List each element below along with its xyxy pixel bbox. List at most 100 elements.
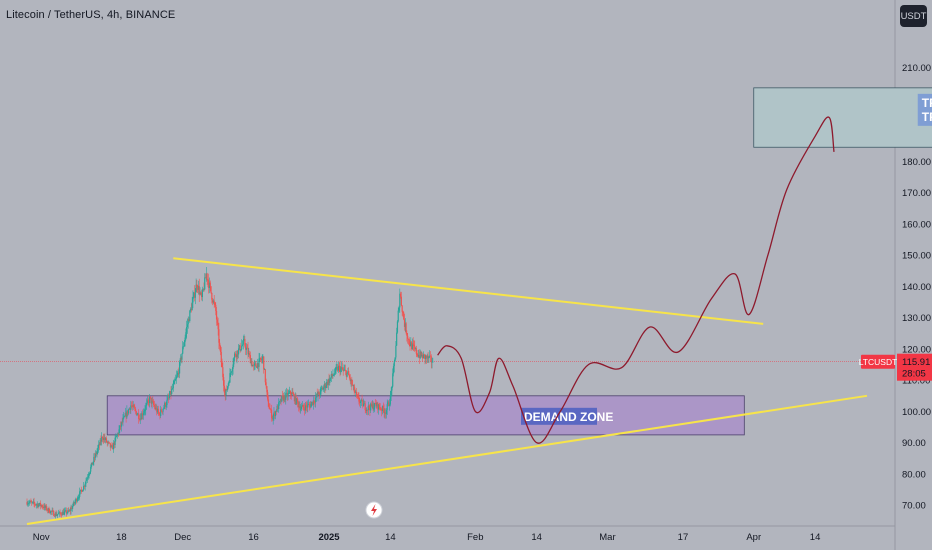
- candle-body: [208, 282, 211, 288]
- candle-body: [149, 396, 151, 403]
- candle-body: [132, 405, 134, 407]
- candle-body: [44, 505, 46, 508]
- candle-body: [203, 289, 205, 290]
- candle-body: [401, 305, 403, 312]
- price-tag-bg: [897, 353, 932, 381]
- target-zone-box: [753, 87, 932, 148]
- candle-body: [247, 348, 249, 355]
- candle-body: [363, 403, 366, 405]
- x-tick-label: Nov: [33, 532, 50, 543]
- candle-body: [67, 510, 69, 513]
- candle-body: [276, 405, 278, 412]
- candle-body: [127, 409, 130, 414]
- candle-body: [138, 418, 141, 420]
- candle-body: [59, 511, 61, 514]
- chart-title: Litecoin / TetherUS, 4h, BINANCE: [6, 9, 176, 21]
- candle-body: [333, 374, 335, 376]
- candle-body: [225, 389, 227, 396]
- candle-body: [230, 372, 232, 374]
- candle-body: [122, 418, 124, 423]
- candle-body: [256, 366, 258, 368]
- candle-body: [256, 363, 259, 368]
- candle-body: [53, 511, 55, 516]
- candle-body: [64, 510, 66, 512]
- candle-body: [79, 491, 81, 497]
- candle-body: [353, 385, 355, 392]
- candle-body: [145, 402, 148, 406]
- candle-body: [78, 496, 80, 498]
- candle-body: [278, 401, 281, 403]
- candle-body: [31, 501, 34, 503]
- candle-body: [233, 358, 235, 365]
- candle-body: [407, 335, 409, 339]
- candle-body: [123, 416, 125, 419]
- candle-body: [163, 407, 165, 409]
- candle-body: [311, 401, 314, 405]
- candle-body: [287, 393, 289, 397]
- candle-body: [284, 395, 286, 400]
- candle-body: [77, 497, 79, 500]
- candle-body: [248, 353, 251, 356]
- candle-body: [354, 391, 356, 393]
- x-tick-label: Feb: [467, 532, 483, 543]
- candle-body: [38, 502, 41, 505]
- candle-body: [94, 453, 97, 458]
- candle-body: [274, 411, 277, 417]
- candle-body: [281, 395, 283, 402]
- candle-body: [220, 351, 222, 363]
- candle-body: [330, 373, 332, 378]
- candle-body: [189, 310, 191, 322]
- candle-body: [35, 504, 37, 506]
- lower-trendline: [26, 394, 868, 525]
- candle-body: [302, 405, 304, 408]
- candle-body: [110, 445, 112, 448]
- candle-body: [389, 396, 391, 405]
- candles-group: [26, 266, 434, 519]
- candle-body: [157, 408, 159, 413]
- y-tick-label: 80.00: [902, 469, 926, 480]
- candle-body: [201, 292, 203, 298]
- candle-body: [109, 443, 111, 448]
- candle-body: [297, 402, 299, 407]
- candle-body: [124, 413, 126, 417]
- symbol-tag: LTCUSDT: [859, 357, 898, 367]
- candle-body: [72, 502, 75, 506]
- candle-body: [400, 296, 402, 306]
- candle-body: [290, 394, 292, 395]
- candle-body: [422, 354, 425, 359]
- candle-body: [282, 395, 284, 397]
- candle-body: [46, 510, 49, 511]
- candle-body: [429, 355, 431, 357]
- candle-body: [40, 505, 42, 506]
- currency-button[interactable]: USDT: [900, 5, 927, 27]
- candle-body: [183, 342, 185, 347]
- candle-body: [252, 365, 254, 367]
- candle-body: [142, 413, 144, 416]
- candle-body: [193, 292, 196, 298]
- candle-body: [48, 508, 50, 513]
- candle-body: [128, 408, 130, 410]
- candle-body: [250, 361, 252, 364]
- candle-body: [340, 368, 342, 373]
- candle-body: [214, 303, 216, 305]
- candle-body: [171, 388, 174, 390]
- candle-body: [200, 292, 202, 294]
- candle-body: [371, 404, 373, 407]
- candle-body: [373, 407, 375, 410]
- candle-body: [369, 408, 371, 411]
- y-tick-label: 90.00: [902, 438, 926, 449]
- candle-body: [294, 395, 296, 402]
- candle-body: [194, 292, 196, 298]
- candle-body: [280, 399, 282, 402]
- candle-body: [86, 477, 89, 479]
- candle-body: [175, 378, 177, 381]
- candle-body: [404, 323, 406, 327]
- candle-body: [405, 323, 407, 334]
- candle-body: [143, 411, 145, 414]
- candle-body: [327, 379, 329, 386]
- candle-body: [191, 302, 193, 311]
- y-tick-label: 210.00: [902, 63, 931, 74]
- candle-body: [101, 437, 104, 439]
